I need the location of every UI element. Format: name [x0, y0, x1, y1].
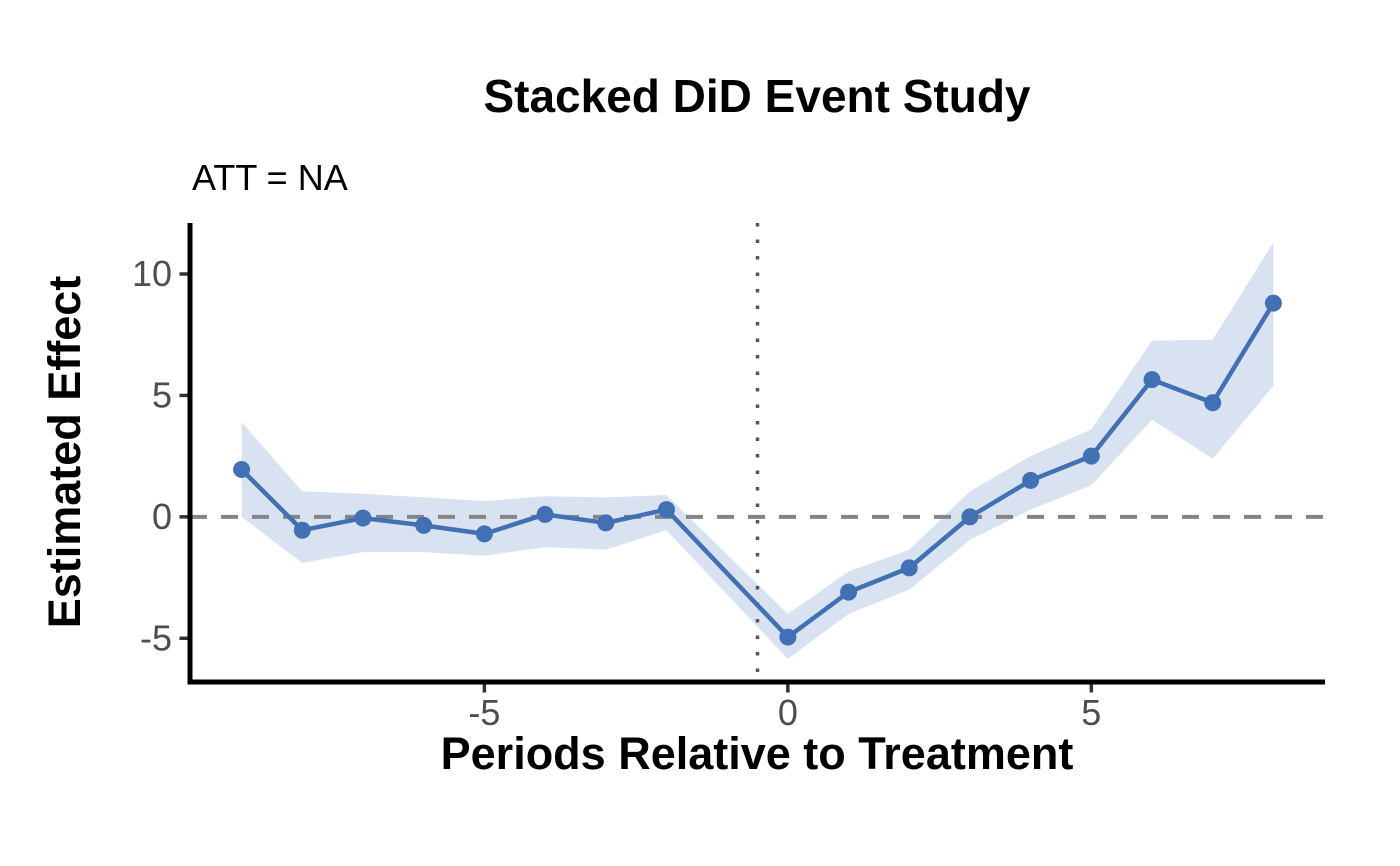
y-tick-label: 0: [152, 496, 172, 537]
data-point: [961, 508, 979, 526]
data-point: [293, 521, 311, 539]
data-point: [779, 628, 797, 646]
x-tick-label: 5: [1081, 692, 1101, 733]
data-point: [900, 559, 918, 577]
data-point: [840, 583, 858, 601]
data-point: [354, 509, 372, 527]
y-tick-label: 5: [152, 374, 172, 415]
y-tick-label: -5: [140, 617, 172, 658]
data-point: [1264, 294, 1282, 312]
data-point: [597, 514, 615, 532]
x-tick-label: -5: [468, 692, 500, 733]
y-tick-label: 10: [132, 253, 172, 294]
data-point: [1022, 471, 1040, 489]
data-point: [233, 461, 251, 478]
x-tick-label: 0: [778, 692, 798, 733]
y-axis-title: Estimated Effect: [39, 276, 90, 629]
chart-title: Stacked DiD Event Study: [483, 70, 1030, 122]
chart-subtitle: ATT = NA: [192, 157, 348, 198]
data-point: [475, 525, 493, 543]
x-axis-title: Periods Relative to Treatment: [441, 728, 1074, 779]
data-point: [415, 516, 433, 534]
data-point: [1204, 394, 1222, 412]
data-point: [1082, 447, 1100, 465]
plot-area: -5 0 5 10 -5 0 5: [132, 223, 1325, 733]
data-point: [657, 501, 675, 519]
confidence-ribbon: [241, 242, 1274, 659]
data-point: [536, 505, 554, 523]
data-point: [1143, 371, 1161, 389]
